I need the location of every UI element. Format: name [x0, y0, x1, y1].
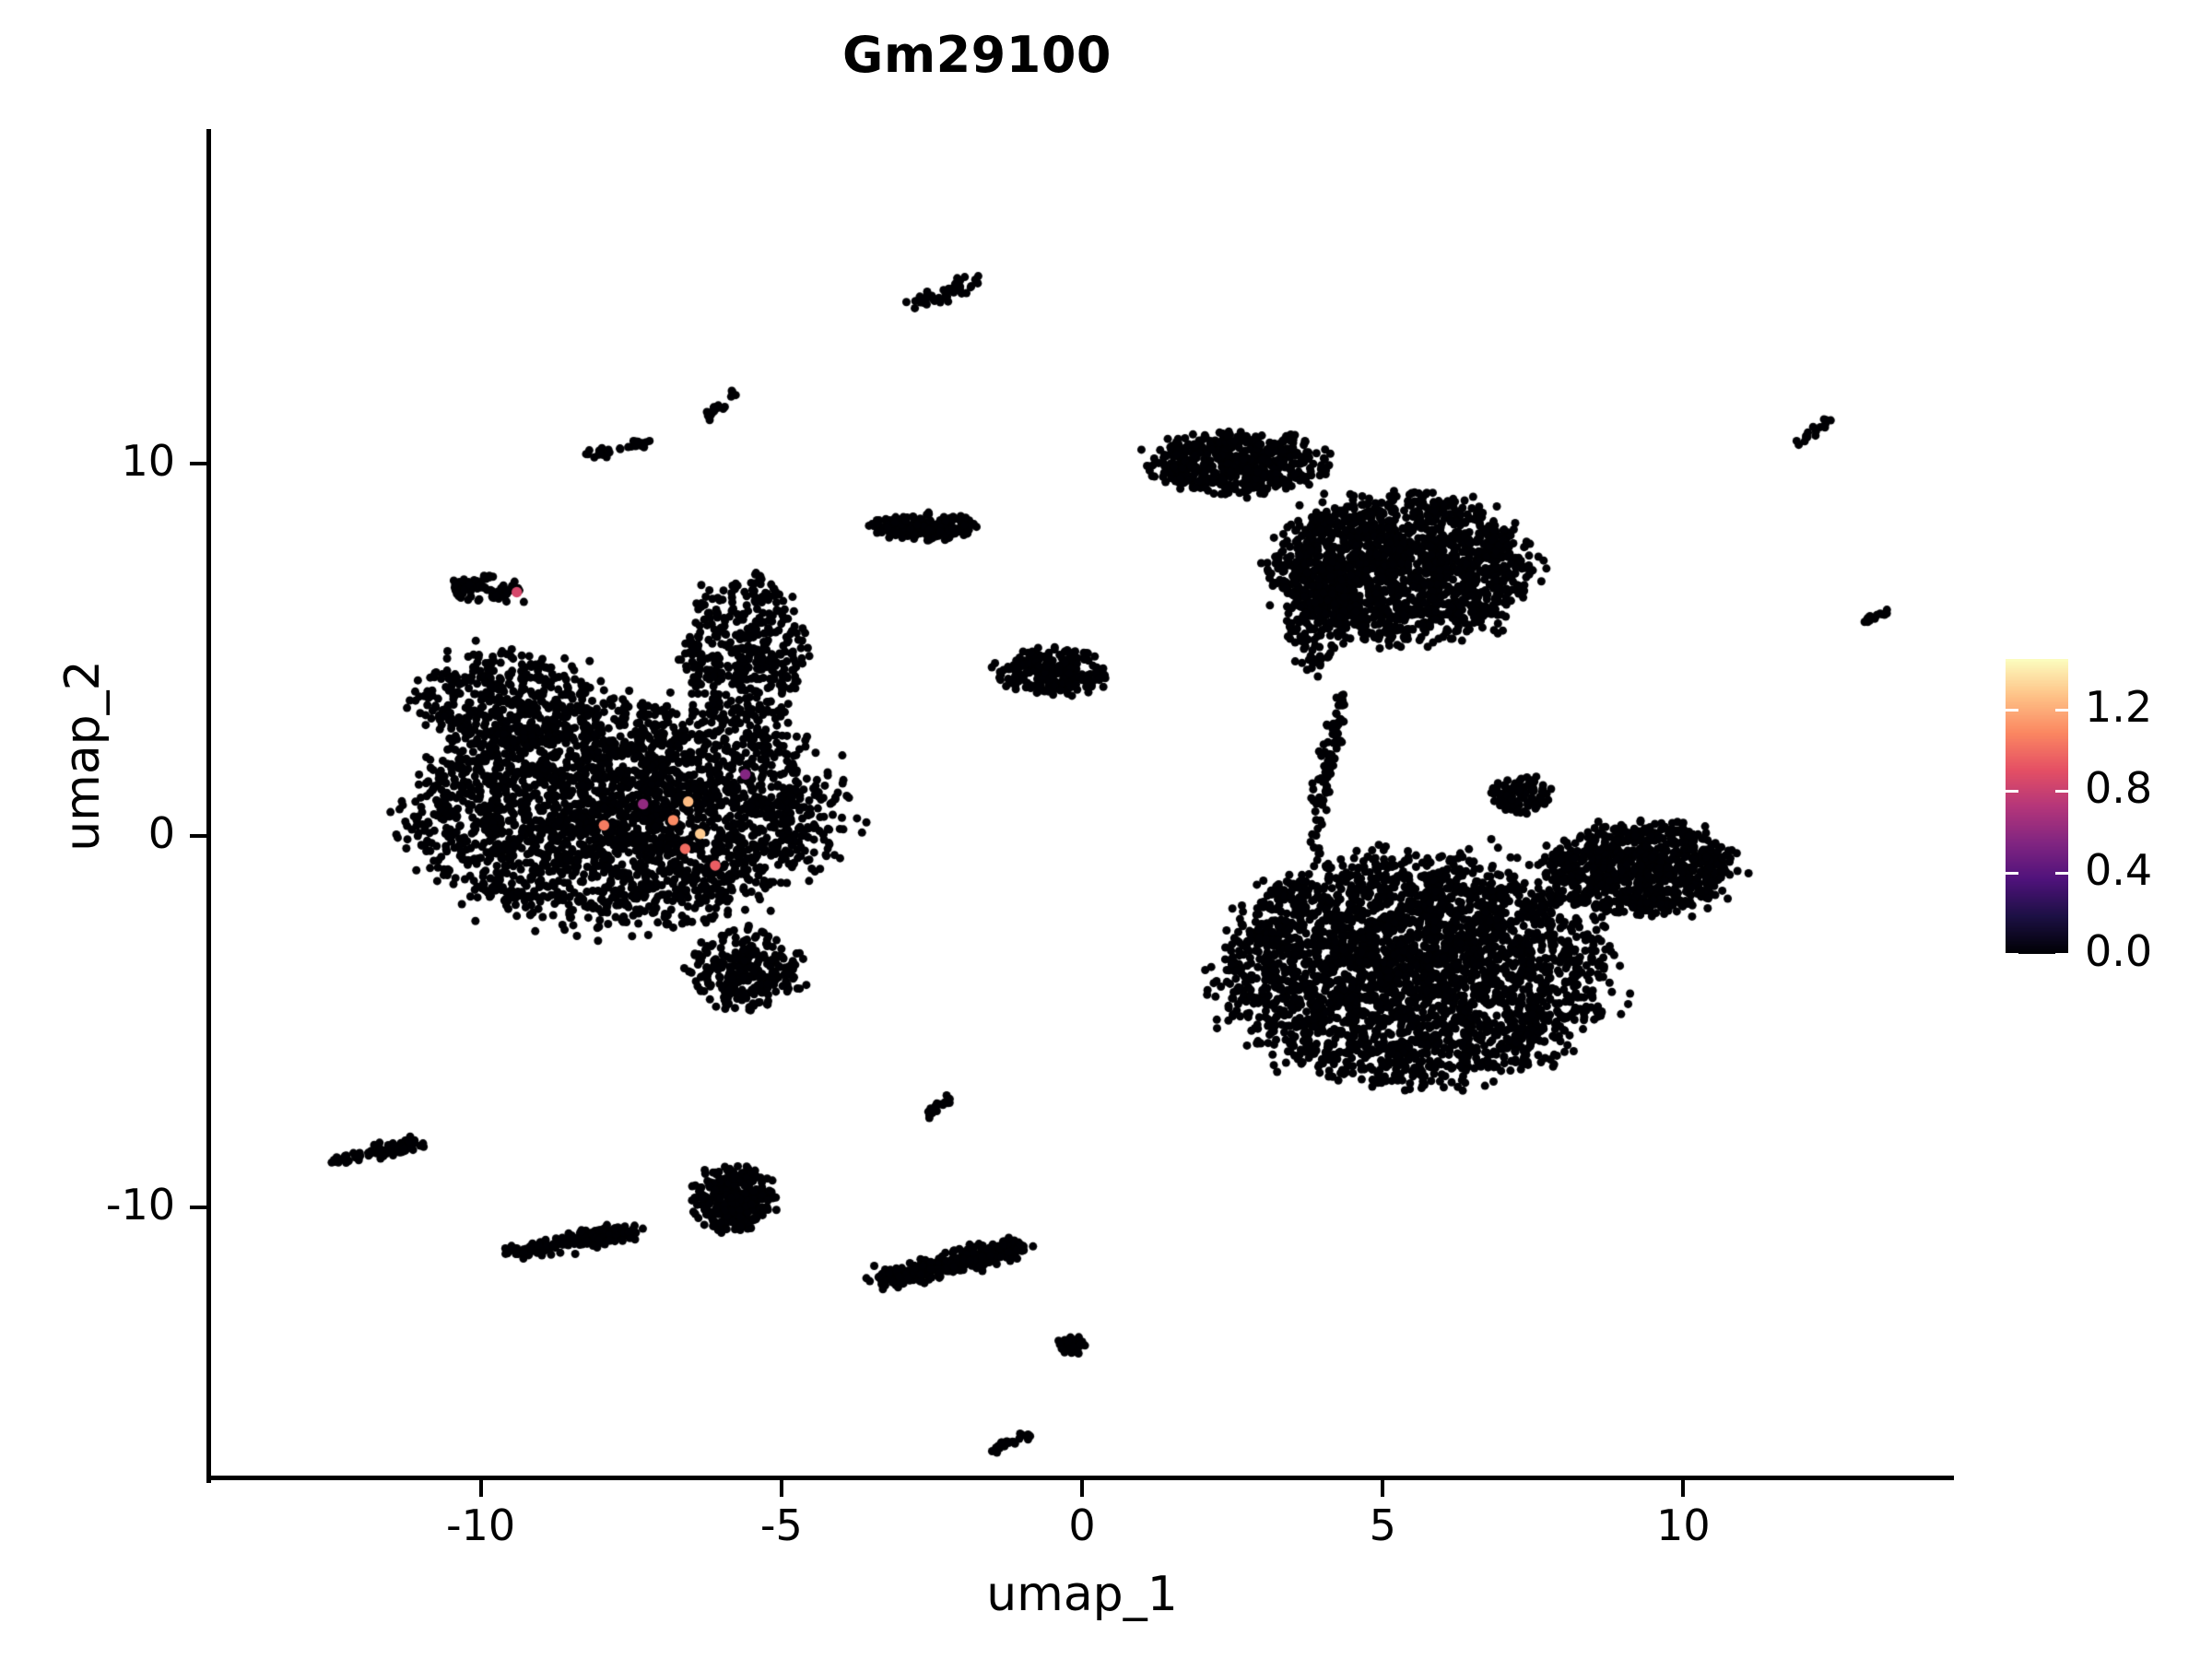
- colorbar-tick-mark: [2055, 953, 2068, 956]
- colorbar-tick-mark: [2055, 871, 2068, 875]
- x-axis-label: umap_1: [986, 1567, 1178, 1622]
- y-axis-label: umap_2: [55, 660, 111, 852]
- colorbar-tick-mark: [2055, 709, 2068, 712]
- x-tick-label: 0: [1068, 1500, 1096, 1550]
- x-tick-mark: [1080, 1480, 1084, 1497]
- x-tick-label: -10: [446, 1500, 516, 1550]
- colorbar-tick-mark: [2055, 790, 2068, 794]
- scatter-plot-canvas: [210, 129, 1954, 1479]
- colorbar-tick-mark: [2006, 953, 2018, 956]
- colorbar-tick-mark: [2006, 871, 2018, 875]
- colorbar: [2006, 659, 2068, 956]
- colorbar-tick-mark: [2006, 790, 2018, 794]
- colorbar-tick-label: 1.2: [2085, 682, 2153, 733]
- x-tick-label: -5: [759, 1500, 803, 1550]
- x-tick-mark: [1681, 1480, 1686, 1497]
- colorbar-tick-mark: [2006, 709, 2018, 712]
- colorbar-tick-label: 0.8: [2085, 763, 2153, 814]
- colorbar-gradient: [2006, 659, 2068, 954]
- colorbar-tick-label: 0.0: [2085, 926, 2153, 976]
- x-tick-label: 5: [1369, 1500, 1396, 1550]
- y-tick-label: 0: [147, 807, 175, 858]
- x-tick-mark: [779, 1480, 783, 1497]
- x-tick-mark: [1381, 1480, 1385, 1497]
- y-tick-label: -10: [105, 1180, 175, 1230]
- x-tick-label: 10: [1656, 1500, 1711, 1550]
- colorbar-tick-label: 0.4: [2085, 844, 2153, 895]
- y-tick-label: 10: [121, 436, 175, 487]
- y-axis-spine: [206, 129, 211, 1483]
- page-title: Gm29100: [842, 26, 1112, 84]
- y-tick-mark: [190, 462, 206, 466]
- y-tick-mark: [190, 1206, 206, 1210]
- y-tick-mark: [190, 833, 206, 838]
- x-tick-mark: [478, 1480, 483, 1497]
